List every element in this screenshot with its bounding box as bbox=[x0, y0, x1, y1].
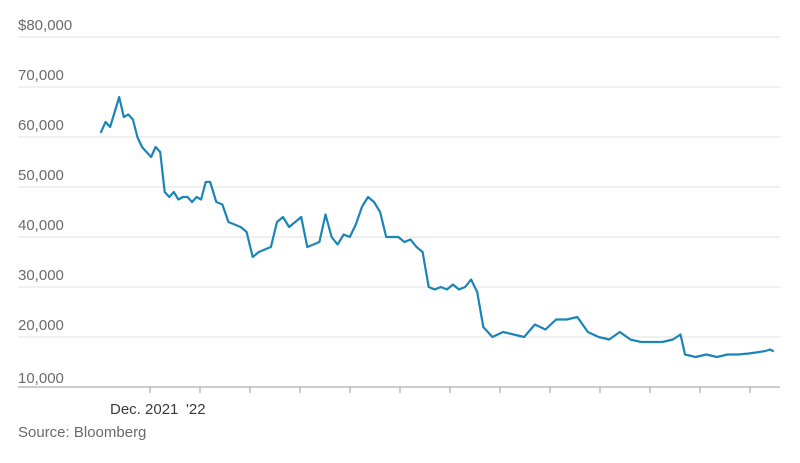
y-tick-label: 60,000 bbox=[18, 117, 64, 134]
y-tick-label: 50,000 bbox=[18, 167, 64, 184]
y-tick-label: 40,000 bbox=[18, 217, 64, 234]
y-axis-labels: 10,000 20,000 30,000 40,000 50,000 60,000 70,0… bbox=[18, 17, 72, 387]
x-axis-ticks bbox=[149, 387, 751, 393]
y-tick-label: 30,000 bbox=[18, 267, 64, 284]
x-tick-label-22: '22 bbox=[186, 401, 206, 418]
source-note: Source: Bloomberg bbox=[18, 424, 147, 441]
y-tick-label: 20,000 bbox=[18, 317, 64, 334]
y-tick-label: 70,000 bbox=[18, 67, 64, 84]
y-tick-label: 10,000 bbox=[18, 370, 64, 387]
y-tick-label: $80,000 bbox=[18, 17, 72, 34]
gridlines bbox=[18, 36, 780, 338]
price-line bbox=[99, 95, 775, 359]
x-tick-label-dec-2021: Dec. 2021 bbox=[110, 401, 178, 418]
